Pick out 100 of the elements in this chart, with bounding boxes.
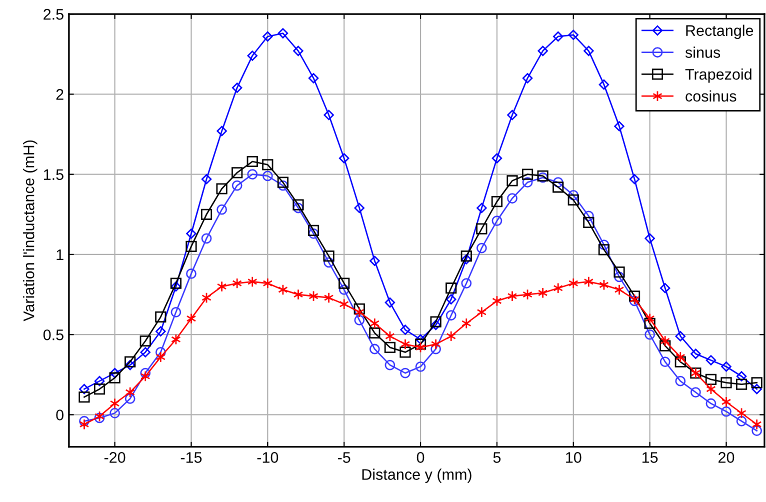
point	[446, 282, 457, 294]
point	[705, 374, 717, 386]
point	[216, 280, 227, 292]
point	[124, 356, 136, 368]
point	[720, 377, 732, 388]
point	[232, 82, 242, 93]
point	[79, 416, 90, 426]
point	[124, 360, 136, 370]
point	[446, 330, 456, 342]
point	[675, 331, 686, 342]
x-tick-label: -10	[257, 452, 278, 463]
point	[584, 276, 594, 288]
point	[324, 257, 334, 268]
point	[492, 295, 502, 306]
point	[568, 190, 579, 200]
point	[660, 340, 671, 352]
point	[660, 356, 670, 368]
point	[736, 371, 747, 382]
point	[140, 347, 150, 358]
point	[538, 287, 548, 298]
point	[278, 284, 288, 296]
point	[171, 334, 181, 345]
point	[232, 167, 243, 178]
point	[155, 311, 166, 323]
point	[339, 298, 349, 310]
point	[628, 290, 640, 302]
point	[292, 199, 304, 210]
point	[308, 73, 319, 84]
x-tick-label: 15	[642, 452, 658, 463]
point	[736, 408, 746, 419]
point	[384, 297, 396, 308]
point	[492, 216, 502, 226]
point	[232, 278, 242, 289]
point	[690, 387, 701, 398]
point	[660, 335, 670, 347]
point	[293, 288, 304, 300]
point	[262, 31, 273, 42]
y-tick-label: 0.5	[43, 329, 64, 340]
point	[125, 386, 135, 398]
point	[568, 278, 578, 289]
point	[354, 202, 364, 214]
x-tick-label: -20	[104, 452, 126, 463]
point	[584, 46, 594, 56]
point	[751, 377, 762, 388]
x-tick-label: -15	[180, 452, 202, 463]
x-tick-label: 0	[416, 452, 424, 463]
point	[644, 329, 656, 340]
point	[247, 169, 258, 180]
point	[338, 278, 350, 289]
point	[278, 180, 288, 191]
point	[552, 31, 564, 42]
point	[674, 356, 686, 368]
x-tick-label: 5	[493, 452, 501, 463]
point	[109, 372, 120, 384]
point	[400, 324, 410, 335]
point	[752, 384, 762, 394]
point	[614, 266, 625, 278]
point	[308, 228, 319, 239]
point	[354, 303, 365, 315]
point	[476, 223, 488, 234]
point	[293, 202, 304, 214]
point	[186, 240, 197, 252]
point	[552, 177, 564, 188]
point	[706, 355, 716, 366]
point	[79, 384, 90, 394]
point	[507, 290, 518, 302]
point	[675, 376, 686, 386]
point	[400, 346, 411, 358]
point	[400, 368, 410, 378]
point	[262, 159, 274, 170]
point	[308, 290, 318, 302]
point	[476, 202, 487, 214]
point	[140, 370, 150, 382]
point	[446, 310, 456, 321]
point	[461, 278, 472, 289]
point	[140, 335, 151, 347]
point	[186, 313, 196, 324]
point	[583, 216, 594, 228]
point	[384, 360, 396, 370]
point	[369, 327, 380, 339]
point	[232, 180, 242, 191]
point	[614, 272, 624, 282]
point	[522, 168, 534, 180]
point	[170, 281, 182, 292]
point	[461, 318, 472, 329]
point	[278, 28, 288, 38]
point	[277, 176, 289, 188]
point	[94, 384, 106, 395]
point	[94, 376, 105, 386]
y-tick-label: 2.5	[44, 8, 64, 20]
point	[414, 338, 426, 350]
point	[201, 174, 212, 184]
point	[416, 342, 426, 353]
point	[156, 351, 166, 363]
point	[614, 121, 624, 132]
y-tick-label: 1	[56, 249, 64, 260]
point	[568, 194, 579, 206]
point	[324, 292, 334, 304]
point	[370, 256, 380, 266]
point	[538, 46, 548, 56]
